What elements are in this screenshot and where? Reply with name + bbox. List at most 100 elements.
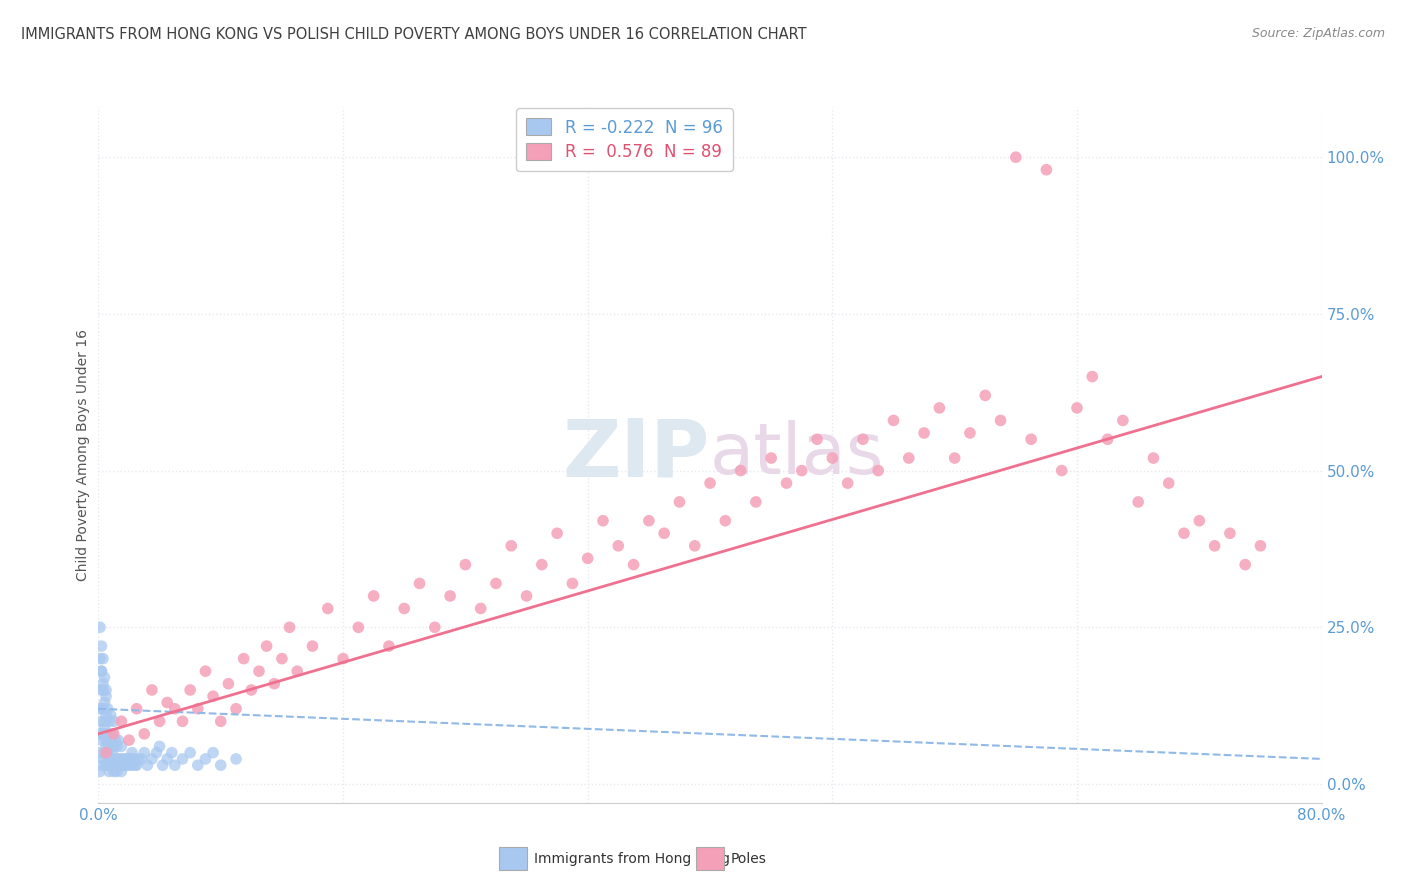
Text: Source: ZipAtlas.com: Source: ZipAtlas.com <box>1251 27 1385 40</box>
Point <box>125 758 148 772</box>
Point <box>1019 432 1042 446</box>
Point <box>93 696 115 710</box>
Point <box>837 476 859 491</box>
Point <box>89 764 111 779</box>
Point <box>1234 558 1257 572</box>
Point <box>111 752 134 766</box>
Point <box>217 676 239 690</box>
Point <box>89 702 111 716</box>
Point <box>125 702 148 716</box>
Point <box>209 758 232 772</box>
Point <box>97 746 120 760</box>
Point <box>990 413 1012 427</box>
Point <box>1188 514 1211 528</box>
Point <box>91 727 114 741</box>
Point <box>93 727 115 741</box>
Point <box>263 676 285 690</box>
Point <box>179 683 201 698</box>
Point <box>105 739 128 754</box>
Point <box>363 589 385 603</box>
Point <box>104 752 127 766</box>
Point <box>652 526 675 541</box>
Point <box>256 639 278 653</box>
Point <box>1142 451 1164 466</box>
Point <box>576 551 599 566</box>
Point <box>623 558 645 572</box>
Point <box>91 676 114 690</box>
Point <box>761 451 783 466</box>
Point <box>149 739 172 754</box>
Text: Immigrants from Hong Kong: Immigrants from Hong Kong <box>534 852 730 866</box>
Text: IMMIGRANTS FROM HONG KONG VS POLISH CHILD POVERTY AMONG BOYS UNDER 16 CORRELATIO: IMMIGRANTS FROM HONG KONG VS POLISH CHIL… <box>21 27 807 42</box>
Point <box>145 746 167 760</box>
Point <box>683 539 706 553</box>
Point <box>152 758 174 772</box>
Point <box>129 752 152 766</box>
Point <box>101 746 124 760</box>
Point <box>97 752 120 766</box>
Point <box>100 708 122 723</box>
Point <box>172 714 194 729</box>
Point <box>89 651 111 665</box>
Point <box>316 601 339 615</box>
Point <box>423 620 446 634</box>
Point <box>90 683 112 698</box>
Point <box>100 758 122 772</box>
Point <box>928 401 950 415</box>
Point <box>806 432 828 446</box>
Point <box>699 476 721 491</box>
Point <box>187 702 209 716</box>
Point <box>868 464 890 478</box>
Point <box>94 690 117 704</box>
Point <box>1128 495 1150 509</box>
Point <box>1173 526 1195 541</box>
Point <box>108 758 131 772</box>
Point <box>94 746 117 760</box>
Point <box>141 683 163 698</box>
Point <box>163 702 186 716</box>
Point <box>97 702 120 716</box>
Point <box>974 388 997 402</box>
Point <box>1081 369 1104 384</box>
Point <box>98 758 121 772</box>
Point <box>714 514 737 528</box>
Point <box>546 526 568 541</box>
Point <box>897 451 920 466</box>
Point <box>121 746 143 760</box>
Point <box>127 752 149 766</box>
Point <box>1004 150 1026 164</box>
Point <box>97 727 120 741</box>
Point <box>745 495 768 509</box>
Point <box>1112 413 1135 427</box>
Point <box>91 702 114 716</box>
Point <box>103 714 125 729</box>
Point <box>134 746 156 760</box>
Point <box>104 758 127 772</box>
Point <box>94 683 117 698</box>
Point <box>89 746 111 760</box>
Point <box>117 752 139 766</box>
Point <box>111 758 134 772</box>
Point <box>112 752 135 766</box>
Point <box>270 651 294 665</box>
Point <box>118 758 141 772</box>
Point <box>775 476 797 491</box>
Point <box>1035 162 1057 177</box>
Point <box>592 514 614 528</box>
Point <box>470 601 492 615</box>
Point <box>90 664 112 678</box>
Point <box>943 451 966 466</box>
Point <box>100 752 122 766</box>
Point <box>93 746 115 760</box>
Text: Poles: Poles <box>731 852 768 866</box>
Point <box>101 752 124 766</box>
Point <box>1157 476 1180 491</box>
Point <box>98 764 121 779</box>
Point <box>91 651 114 665</box>
Point <box>94 708 117 723</box>
Point <box>959 425 981 440</box>
Point <box>108 752 131 766</box>
Point <box>101 727 124 741</box>
Point <box>332 651 354 665</box>
Point <box>89 727 111 741</box>
